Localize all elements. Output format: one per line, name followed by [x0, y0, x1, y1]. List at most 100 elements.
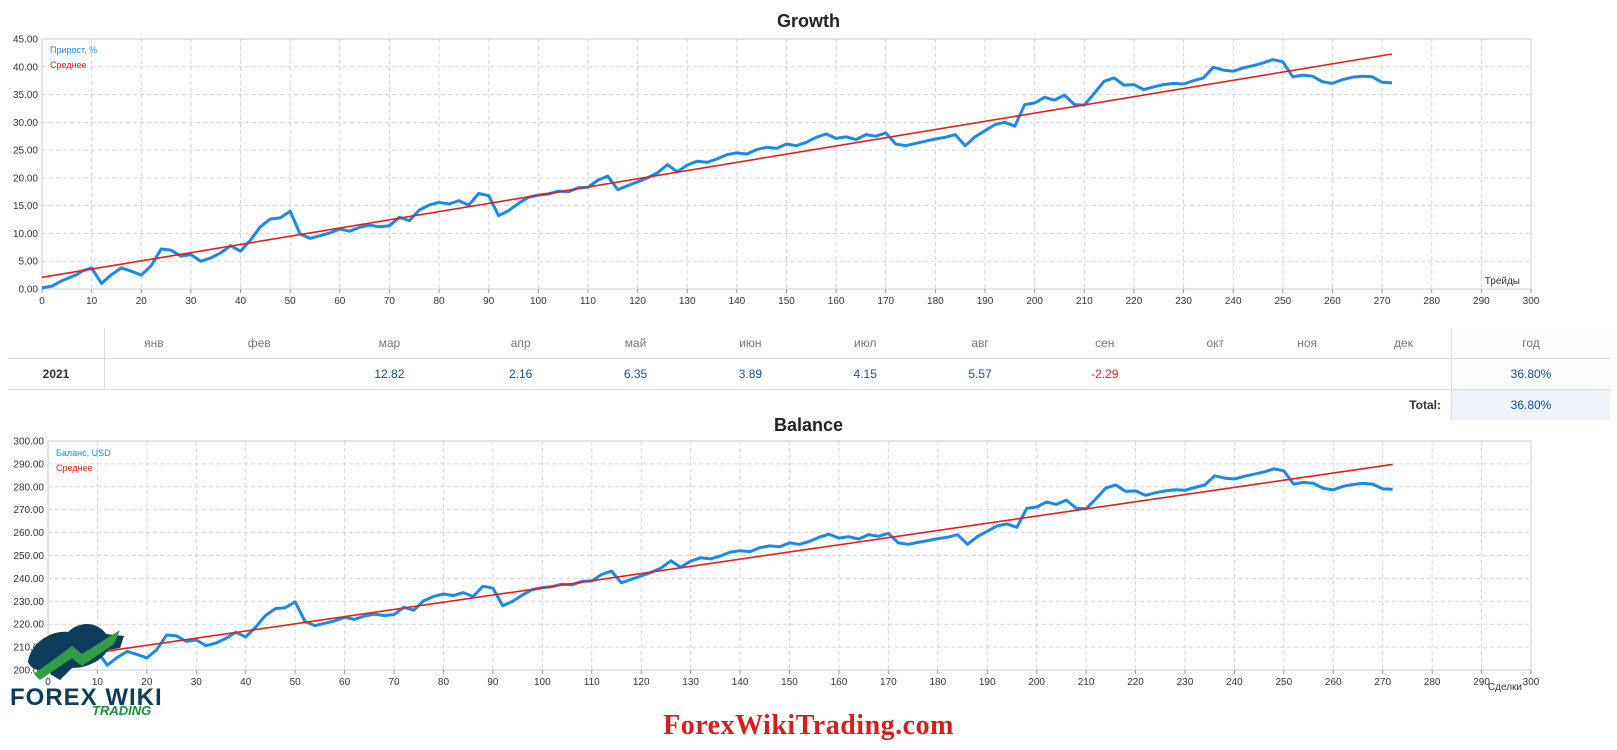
balance-title: Balance — [773, 415, 844, 435]
month-header: авг — [922, 328, 1038, 359]
watermark-text: ForexWikiTrading.com — [663, 710, 954, 741]
balance-x-tick: 270 — [1374, 677, 1391, 688]
stats-header-row: янв фев мар апр май июн июл авг сен окт … — [8, 328, 1610, 359]
month-value: -2.29 — [1037, 358, 1173, 390]
stats-year-label: 2021 — [8, 358, 105, 390]
balance-x-tick: 240 — [1226, 677, 1243, 688]
balance-x-tick: 200 — [1028, 677, 1045, 688]
balance-chart: 200.00 210.00 220.00 230.00 240.00 250.00 260.… — [13, 437, 1539, 694]
stats-total-row: Total: 36.80% — [8, 389, 1610, 420]
growth-x-tick: 180 — [927, 296, 944, 307]
growth-x-tick: 20 — [136, 296, 148, 307]
month-header: фев — [202, 328, 316, 359]
balance-x-tick: 90 — [487, 677, 499, 688]
growth-x-tick: 80 — [434, 296, 446, 307]
growth-plot-frame — [41, 38, 1532, 290]
growth-x-tick: 200 — [1026, 296, 1043, 307]
month-value — [1258, 358, 1356, 390]
month-value: 6.35 — [578, 358, 693, 390]
balance-x-tick: 140 — [732, 677, 749, 688]
balance-y-tick: 290.00 — [13, 459, 44, 470]
month-value: 2.16 — [463, 358, 579, 390]
stats-year-header — [8, 328, 105, 359]
growth-series — [41, 53, 1393, 290]
growth-x-tick: 250 — [1274, 296, 1291, 307]
month-value: 3.89 — [692, 358, 808, 390]
growth-x-tick: 70 — [384, 296, 396, 307]
growth-x-tick: 110 — [580, 296, 596, 307]
month-value — [1172, 358, 1259, 390]
month-value — [202, 358, 316, 390]
growth-y-tick: 10.00 — [13, 229, 38, 240]
month-header: июн — [692, 328, 808, 359]
growth-x-tick: 130 — [679, 296, 696, 307]
month-value — [1355, 358, 1452, 390]
month-header: дек — [1355, 328, 1452, 359]
growth-x-tick: 210 — [1076, 296, 1093, 307]
balance-y-tick: 270.00 — [13, 505, 44, 516]
growth-x-tick: 170 — [877, 296, 894, 307]
month-header: июл — [807, 328, 923, 359]
logo-sub: TRADING — [92, 703, 152, 718]
balance-legend-balance: Баланс, USD — [56, 448, 111, 458]
growth-x-tick: 240 — [1225, 296, 1242, 307]
balance-x-tick: 280 — [1424, 677, 1441, 688]
growth-chart: 0.00 5.00 10.00 15.00 20.00 25.00 30.00 35.00 40… — [13, 35, 1540, 308]
growth-xlabel: Трейды — [1485, 276, 1520, 287]
growth-x-tick: 40 — [235, 296, 247, 307]
total-label: Total: — [1409, 398, 1441, 412]
balance-y-tick: 220.00 — [13, 620, 44, 631]
balance-x-tick: 70 — [388, 677, 400, 688]
growth-x-tick: 160 — [828, 296, 845, 307]
month-header: янв — [104, 328, 203, 359]
logo-brand: FOREX WIKI — [10, 684, 163, 711]
balance-x-tick: 220 — [1127, 677, 1144, 688]
balance-series — [47, 463, 1393, 671]
month-value: 4.15 — [807, 358, 923, 390]
stats-row-2021: 2021 12.82 2.16 6.35 3.89 4.15 5.57 -2.2… — [8, 358, 1610, 390]
growth-legend-growth: Прирост, % — [50, 45, 97, 55]
growth-x-tick: 90 — [483, 296, 495, 307]
balance-y-tick: 260.00 — [13, 528, 44, 539]
balance-x-tick: 30 — [191, 677, 203, 688]
month-header: сен — [1037, 328, 1173, 359]
balance-x-tick: 180 — [929, 677, 946, 688]
balance-x-tick: 40 — [240, 677, 252, 688]
balance-x-tick: 290 — [1473, 677, 1490, 688]
balance-legend-average: Среднее — [56, 463, 93, 473]
growth-x-tick: 0 — [39, 296, 45, 307]
balance-axes: 200.00 210.00 220.00 230.00 240.00 250.00 260.… — [13, 437, 1539, 689]
growth-x-tick: 50 — [285, 296, 297, 307]
balance-x-tick: 260 — [1325, 677, 1342, 688]
growth-x-tick: 280 — [1423, 296, 1440, 307]
balance-y-tick: 200.00 — [13, 666, 44, 677]
balance-series-line-0 — [47, 467, 1393, 671]
balance-x-tick: 190 — [979, 677, 996, 688]
growth-x-tick: 300 — [1523, 296, 1540, 307]
growth-y-tick: 15.00 — [13, 201, 38, 212]
balance-y-tick: 300.00 — [13, 437, 44, 448]
month-header: окт — [1172, 328, 1259, 359]
balance-x-tick: 100 — [534, 677, 551, 688]
growth-x-tick: 10 — [86, 296, 98, 307]
growth-x-tick: 100 — [530, 296, 547, 307]
growth-y-tick: 30.00 — [13, 118, 38, 129]
forexwiki-logo — [28, 623, 124, 680]
growth-y-tick: 5.00 — [19, 257, 39, 268]
balance-x-tick: 0 — [45, 677, 51, 688]
balance-x-tick: 210 — [1078, 677, 1095, 688]
balance-x-tick: 170 — [880, 677, 897, 688]
growth-series-line-0 — [41, 58, 1393, 290]
month-header: апр — [463, 328, 579, 359]
growth-x-tick: 270 — [1374, 296, 1391, 307]
growth-y-tick: 45.00 — [13, 35, 38, 46]
growth-x-tick: 190 — [977, 296, 994, 307]
balance-x-tick: 50 — [290, 677, 302, 688]
balance-y-tick: 210.00 — [13, 643, 44, 654]
growth-y-tick: 25.00 — [13, 146, 38, 157]
balance-x-tick: 80 — [438, 677, 450, 688]
balance-grid — [47, 440, 1532, 671]
balance-y-tick: 280.00 — [13, 482, 44, 493]
balance-x-tick: 150 — [781, 677, 798, 688]
balance-x-tick: 300 — [1523, 677, 1540, 688]
